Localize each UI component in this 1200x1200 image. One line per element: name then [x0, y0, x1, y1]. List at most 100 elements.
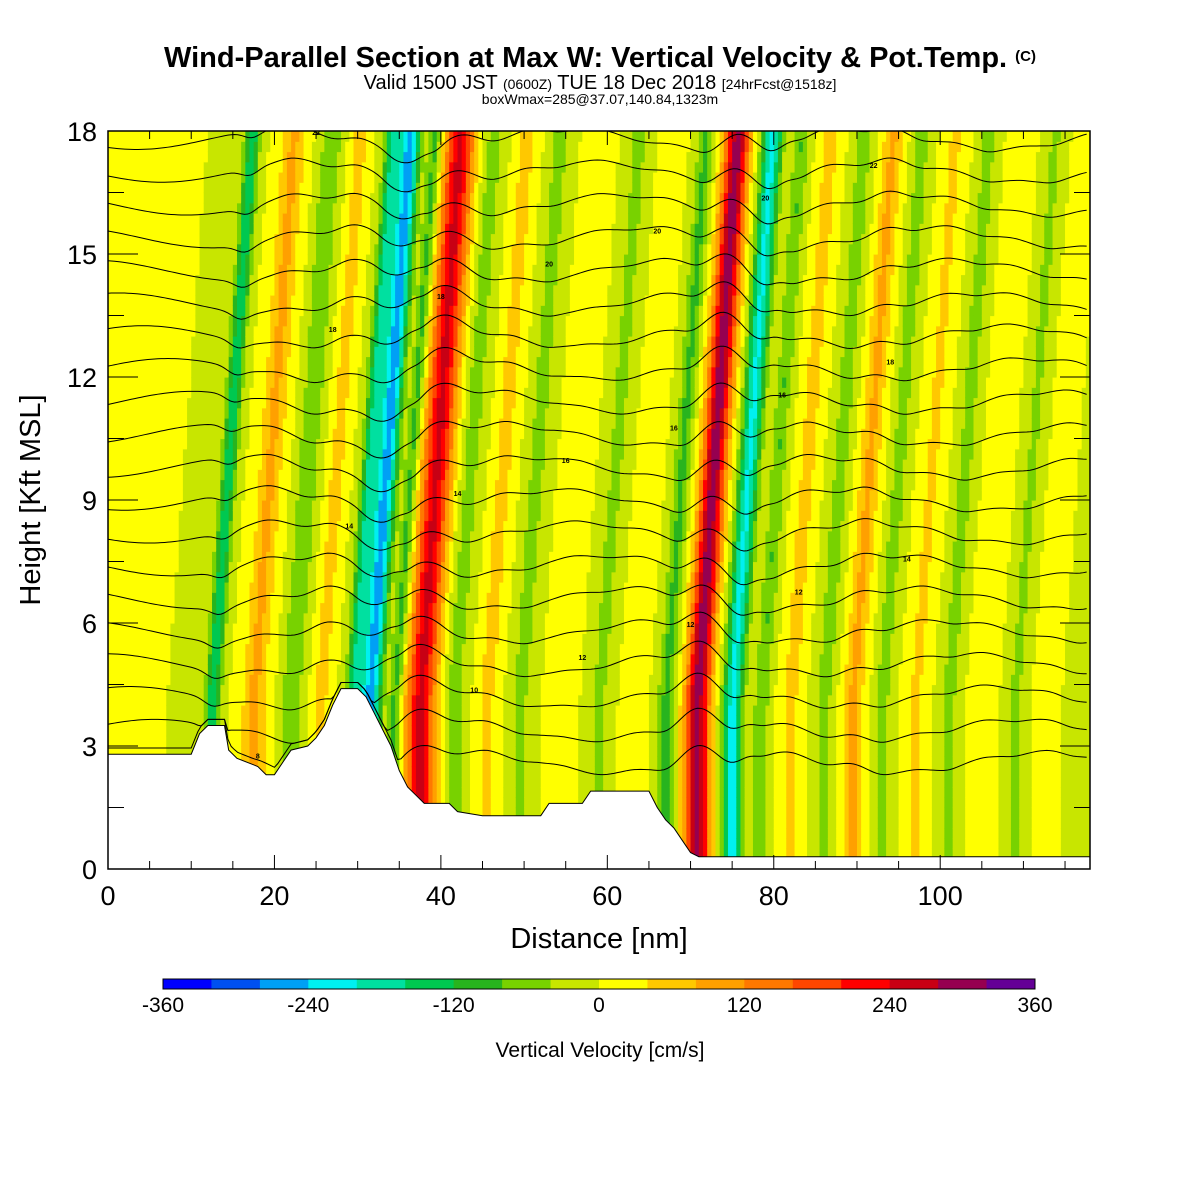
velocity-cell: [295, 305, 301, 317]
velocity-cell: [170, 674, 176, 686]
velocity-cell: [199, 356, 205, 368]
velocity-cell: [174, 561, 180, 573]
velocity-cell: [270, 315, 276, 327]
velocity-cell: [307, 325, 313, 337]
velocity-cell: [199, 500, 205, 511]
velocity-cell: [282, 192, 288, 204]
velocity-cell: [378, 315, 384, 327]
velocity-cell: [311, 694, 317, 706]
velocity-cell: [174, 192, 180, 204]
velocity-cell: [382, 161, 388, 173]
velocity-cell: [174, 223, 180, 235]
velocity-cell: [245, 223, 251, 235]
velocity-cell: [220, 428, 226, 440]
velocity-cell: [320, 489, 325, 501]
velocity-cell: [249, 377, 255, 388]
velocity-cell: [174, 243, 180, 255]
velocity-cell: [232, 674, 238, 686]
velocity-cell: [241, 172, 246, 183]
velocity-cell: [374, 664, 380, 675]
velocity-cell: [124, 233, 130, 245]
velocity-cell: [220, 325, 226, 337]
velocity-cell: [216, 305, 221, 317]
velocity-cell: [170, 725, 176, 737]
velocity-cell: [345, 213, 350, 224]
velocity-cell: [386, 284, 392, 296]
velocity-cell: [128, 530, 134, 542]
velocity-cell: [353, 305, 359, 317]
velocity-cell: [316, 346, 321, 358]
velocity-cell: [199, 469, 205, 481]
velocity-cell: [157, 213, 163, 224]
velocity-cell: [236, 397, 242, 409]
velocity-cell: [112, 438, 117, 450]
velocity-cell: [141, 612, 147, 624]
velocity-cell: [182, 510, 188, 522]
velocity-cell: [390, 664, 396, 675]
velocity-cell: [390, 602, 396, 614]
velocity-cell: [203, 264, 209, 276]
velocity-cell: [241, 336, 246, 347]
velocity-cell: [295, 705, 301, 716]
velocity-cell: [257, 612, 263, 624]
velocity-cell: [320, 571, 325, 583]
velocity-cell: [378, 694, 384, 706]
velocity-cell: [320, 346, 325, 358]
velocity-cell: [153, 592, 159, 604]
velocity-cell: [249, 582, 255, 593]
velocity-cell: [116, 254, 122, 265]
velocity-cell: [182, 582, 188, 593]
velocity-cell: [195, 500, 201, 511]
velocity-cell: [349, 643, 355, 655]
velocity-cell: [116, 612, 122, 624]
velocity-cell: [187, 284, 192, 296]
velocity-cell: [307, 151, 313, 163]
velocity-cell: [257, 397, 263, 409]
velocity-cell: [249, 223, 255, 235]
velocity-cell: [108, 264, 113, 276]
velocity-cell: [207, 141, 213, 153]
velocity-cell: [378, 623, 384, 634]
velocity-cell: [120, 438, 126, 450]
velocity-cell: [220, 151, 226, 163]
velocity-cell: [108, 623, 113, 634]
velocity-cell: [311, 571, 317, 583]
velocity-cell: [236, 161, 242, 173]
velocity-cell: [295, 684, 301, 696]
velocity-cell: [162, 356, 167, 368]
velocity-cell: [274, 633, 280, 645]
velocity-cell: [216, 295, 221, 306]
velocity-cell: [178, 161, 184, 173]
velocity-cell: [353, 397, 359, 409]
velocity-cell: [257, 705, 263, 716]
velocity-cell: [341, 602, 346, 614]
velocity-cell: [141, 551, 147, 563]
velocity-cell: [224, 243, 230, 255]
velocity-cell: [345, 182, 350, 194]
velocity-cell: [353, 643, 359, 655]
velocity-cell: [232, 428, 238, 440]
velocity-cell: [365, 633, 371, 645]
velocity-cell: [370, 520, 375, 532]
velocity-cell: [307, 582, 313, 593]
velocity-cell: [370, 233, 375, 245]
velocity-cell: [224, 213, 230, 224]
velocity-cell: [228, 500, 234, 511]
velocity-cell: [270, 407, 276, 419]
velocity-cell: [245, 746, 251, 757]
velocity-cell: [307, 161, 313, 173]
velocity-cell: [249, 459, 255, 470]
velocity-cell: [236, 602, 242, 614]
velocity-cell: [224, 469, 230, 481]
velocity-cell: [232, 315, 238, 327]
velocity-cell: [187, 151, 192, 163]
velocity-cell: [120, 684, 126, 696]
velocity-cell: [241, 479, 246, 491]
velocity-cell: [116, 653, 122, 665]
velocity-cell: [166, 131, 172, 142]
velocity-cell: [311, 151, 317, 163]
velocity-cell: [157, 633, 163, 645]
velocity-cell: [124, 735, 130, 747]
velocity-cell: [124, 315, 130, 327]
velocity-cell: [174, 582, 180, 593]
